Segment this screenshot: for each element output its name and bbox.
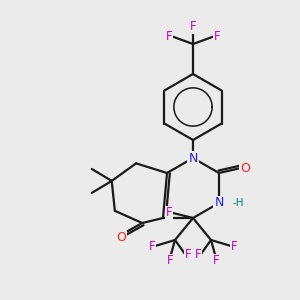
Text: F: F — [167, 254, 173, 268]
Text: F: F — [166, 29, 172, 43]
Text: F: F — [149, 239, 155, 253]
Text: F: F — [195, 248, 201, 260]
Text: F: F — [213, 254, 219, 268]
Text: O: O — [116, 230, 126, 244]
Text: F: F — [185, 248, 191, 260]
Text: N: N — [214, 196, 224, 209]
Text: -H: -H — [233, 198, 244, 208]
Text: F: F — [231, 239, 237, 253]
Text: F: F — [166, 206, 172, 220]
Text: F: F — [190, 20, 196, 34]
Text: F: F — [214, 29, 220, 43]
Text: O: O — [240, 161, 250, 175]
Text: N: N — [188, 152, 198, 164]
